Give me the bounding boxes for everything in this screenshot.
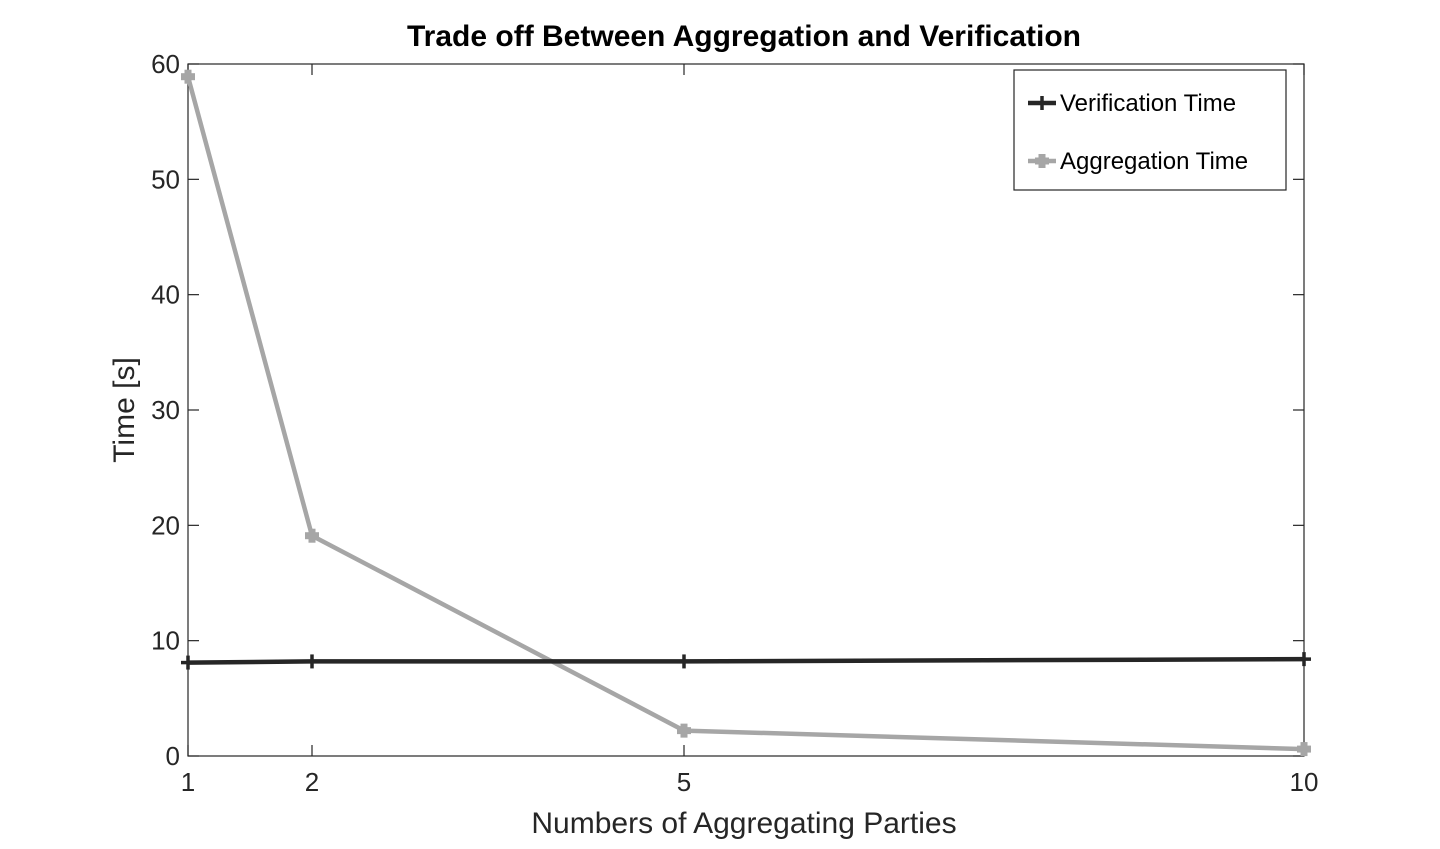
series-layer [181, 69, 1311, 757]
y-tick-label: 0 [166, 741, 180, 771]
data-point-verification-time [677, 654, 691, 669]
legend: Verification Time Aggregation Time [1013, 69, 1287, 191]
x-tick-label: 5 [677, 767, 691, 797]
legend-label: Aggregation Time [1060, 148, 1248, 175]
y-tick-label: 60 [151, 49, 180, 79]
x-tick-label: 10 [1290, 767, 1319, 797]
legend-box [1013, 69, 1287, 191]
y-tick-label: 20 [151, 510, 180, 540]
y-axis: 0 10 20 30 40 50 60 [151, 49, 1304, 771]
chart-title: Trade off Between Aggregation and Verifi… [407, 20, 1081, 53]
y-tick-label: 30 [151, 395, 180, 425]
y-tick-label: 40 [151, 280, 180, 310]
legend-item-verification-time: Verification Time [1028, 90, 1236, 117]
x-tick-label: 1 [181, 767, 195, 797]
legend-item-aggregation-time: Aggregation Time [1028, 148, 1248, 175]
legend-label: Verification Time [1060, 90, 1236, 117]
data-point-aggregation-time [181, 69, 195, 84]
y-axis-title: Time [s] [108, 357, 141, 463]
y-tick-label: 50 [151, 164, 180, 194]
series-line-verification-time [187, 656, 1305, 665]
data-point-aggregation-time [1297, 742, 1311, 757]
legend-marker [1035, 154, 1049, 168]
x-axis: 1 2 5 10 [181, 64, 1319, 797]
data-point-aggregation-time [305, 528, 319, 543]
x-axis-title: Numbers of Aggregating Parties [531, 807, 956, 840]
data-point-verification-time [305, 654, 319, 669]
series-verification-time [181, 652, 1311, 670]
y-tick-label: 10 [151, 626, 180, 656]
data-point-verification-time [1297, 652, 1311, 667]
data-point-aggregation-time [677, 723, 691, 738]
data-point-verification-time [181, 655, 195, 670]
series-aggregation-time [181, 69, 1311, 757]
legend-marker [1035, 96, 1049, 110]
x-tick-label: 2 [305, 767, 319, 797]
series-line-aggregation-time [185, 76, 1305, 752]
